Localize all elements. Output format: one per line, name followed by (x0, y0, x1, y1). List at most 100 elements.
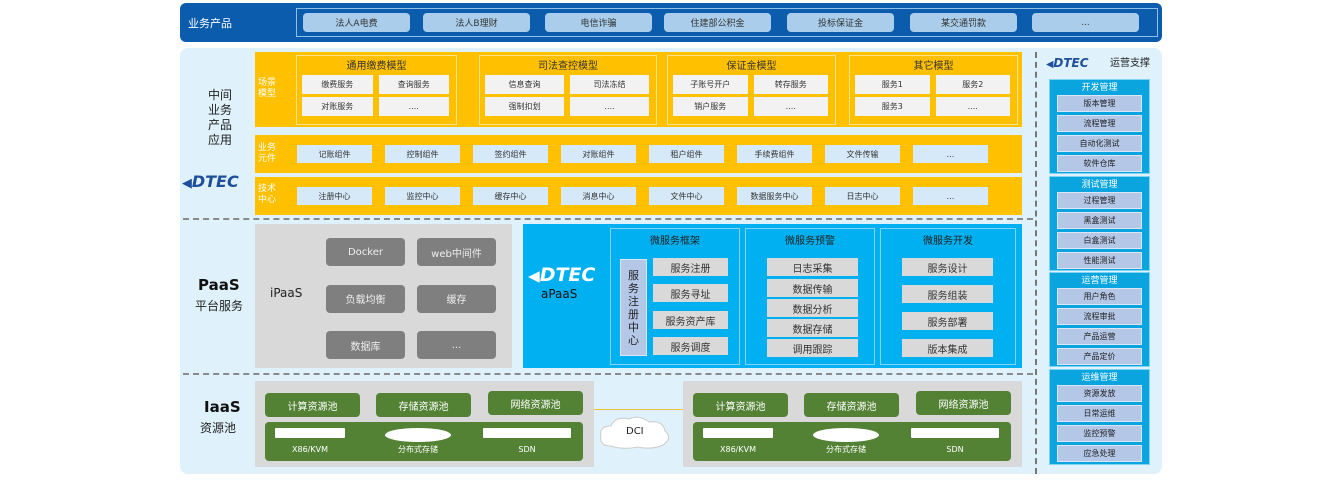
component-item: 记账组件 (297, 145, 372, 163)
microservice-item: 服务调度 (653, 337, 728, 355)
paas-subtitle: 平台服务 (195, 299, 244, 313)
ops-item: 过程管理 (1057, 192, 1142, 209)
component-item: 对账组件 (561, 145, 636, 163)
ops-item: 白盒测试 (1057, 232, 1142, 249)
business-product-item[interactable]: 法人B理财 (423, 13, 530, 32)
middle-label-line: 产品 (207, 118, 232, 132)
server-icon (703, 428, 773, 438)
component-item: 签约组件 (473, 145, 548, 163)
tech-center-label: 技术 中心 (258, 184, 277, 205)
tech-center-item: 缓存中心 (473, 187, 548, 205)
logo-arrow-icon: ◀ (1046, 59, 1054, 70)
iaas-title: IaaS (204, 398, 241, 416)
microservice-item: 版本集成 (902, 339, 993, 357)
layer-divider (183, 373, 1033, 375)
business-products-frame (296, 8, 1158, 37)
business-product-item[interactable]: 住建部公积金 (664, 13, 771, 32)
microservice-item: 服务寻址 (653, 284, 728, 302)
business-products-label: 业务产品 (188, 17, 232, 30)
model-item: 信息查询 (485, 75, 564, 94)
tech-center-item: 消息中心 (561, 187, 636, 205)
ops-item: 产品运营 (1057, 328, 1142, 345)
model-item: .... (570, 97, 649, 116)
tech-center-item: 注册中心 (297, 187, 372, 205)
ops-item: 流程管理 (1057, 115, 1142, 132)
model-item: .... (935, 97, 1010, 116)
ops-item: 用户角色 (1057, 288, 1142, 305)
hardware-label: 分布式存储 (398, 444, 438, 454)
hardware-label: X86/KVM (720, 444, 756, 454)
tech-center-item: ... (913, 187, 988, 205)
model-frame (849, 55, 1018, 125)
cloud-icon (600, 416, 669, 449)
component-label: 业务 元件 (258, 143, 277, 164)
ops-item: 监控预警 (1057, 425, 1142, 442)
resource-pool: 计算资源池 (265, 393, 360, 417)
ops-group-title: 运营管理 (1081, 275, 1118, 286)
resource-pool: 网络资源池 (916, 391, 1011, 415)
dci-link (593, 409, 683, 410)
ops-title: 运营支撑 (1110, 58, 1150, 69)
ops-group-title: 运维管理 (1081, 372, 1118, 383)
microservice-item: 日志采集 (767, 258, 858, 276)
business-product-item[interactable]: 法人A电费 (303, 13, 410, 32)
server-icon (275, 428, 345, 438)
ipaas-item: 缓存 (417, 284, 496, 313)
resource-pool: 网络资源池 (488, 391, 583, 415)
middle-label-line: 应用 (207, 133, 232, 147)
iaas-subtitle: 资源池 (200, 421, 237, 435)
business-product-item[interactable]: 某交通罚款 (910, 13, 1017, 32)
dci-label: DCI (626, 426, 644, 437)
model-item: 服务1 (855, 75, 930, 94)
ops-item: 资源发放 (1057, 385, 1142, 402)
component-item: 租户组件 (649, 145, 724, 163)
layer-divider (183, 218, 1033, 220)
microservice-frame-title: 微服务预警 (785, 235, 835, 247)
microservice-item: 服务注册 (653, 258, 728, 276)
model-item: 销户服务 (673, 97, 748, 116)
resource-pool: 存储资源池 (804, 393, 899, 417)
microservice-item: 服务资产库 (653, 311, 728, 329)
ipaas-item: ... (417, 331, 496, 359)
hardware-label: SDN (518, 444, 536, 454)
logo-arrow-icon: ◀ (528, 267, 540, 285)
hardware-label: X86/KVM (292, 444, 328, 454)
microservice-item: 服务部署 (902, 312, 993, 330)
microservice-frame-title: 微服务开发 (923, 235, 973, 247)
ops-item: 自动化测试 (1057, 135, 1142, 152)
ops-item: 日常运维 (1057, 405, 1142, 422)
middle-label-line: 中间 (207, 88, 232, 102)
ops-item: 应急处理 (1057, 445, 1142, 462)
tech-center-item: 日志中心 (825, 187, 900, 205)
middle-label-line: 业务 (207, 103, 232, 117)
resource-pool: 存储资源池 (376, 393, 471, 417)
microservice-item: 数据分析 (767, 299, 858, 317)
business-product-item[interactable]: 投标保证金 (787, 13, 894, 32)
business-product-item[interactable]: ... (1032, 13, 1139, 32)
business-product-item[interactable]: 电信诈骗 (545, 13, 652, 32)
storage-icon (813, 428, 879, 442)
ops-item: 版本管理 (1057, 95, 1142, 112)
model-title: 司法查控模型 (538, 60, 598, 72)
model-frame (479, 55, 657, 125)
model-item: 缴费服务 (302, 75, 373, 94)
model-item: .... (378, 97, 449, 116)
microservice-frame (745, 228, 875, 365)
model-frame (667, 55, 836, 125)
ops-item: 流程审批 (1057, 308, 1142, 325)
model-frame (296, 55, 457, 125)
hardware-label: 分布式存储 (826, 444, 866, 454)
model-item: 服务3 (855, 97, 930, 116)
model-title: 保证金模型 (726, 60, 777, 72)
dtec-logo: ◀DTEC (1046, 56, 1089, 70)
tech-center-item: 文件中心 (649, 187, 724, 205)
microservice-item: 数据存储 (767, 319, 858, 337)
logo-text: DTEC (539, 264, 596, 286)
ipaas-item: web中间件 (417, 238, 496, 266)
microservice-item: 服务设计 (902, 258, 993, 276)
logo-text: DTEC (1053, 56, 1089, 70)
model-title: 其它模型 (913, 60, 954, 72)
ops-group-title: 测试管理 (1081, 179, 1118, 190)
model-item: .... (753, 97, 828, 116)
component-item: ... (913, 145, 988, 163)
